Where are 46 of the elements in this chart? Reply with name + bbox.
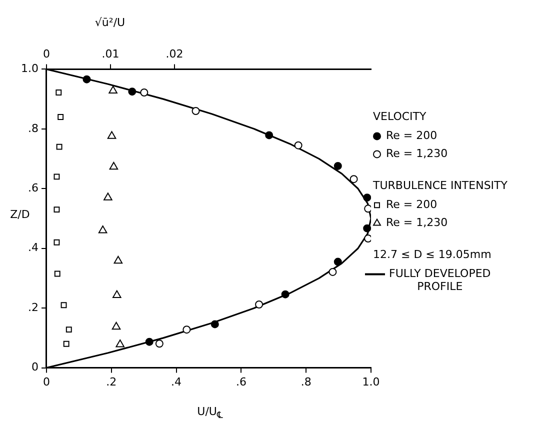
x2-axis-title: √ū²/U bbox=[94, 16, 126, 29]
text: VELOCITY bbox=[373, 110, 427, 124]
legend-label: Re = 1,230 bbox=[386, 147, 448, 160]
x-tick-label: 0 bbox=[42, 375, 50, 388]
y-tick-label: 1.0 bbox=[20, 62, 38, 76]
legend-label: Re = 200 bbox=[386, 198, 438, 212]
x-tick-label: 1.0 bbox=[362, 375, 380, 388]
y-tick-label: .4 bbox=[28, 241, 38, 254]
legend-label: Re = 200 bbox=[386, 129, 438, 142]
point bbox=[363, 224, 371, 232]
point bbox=[155, 340, 164, 348]
point bbox=[364, 204, 371, 213]
legend-label: FULLY DEVELOPED PROFILE bbox=[389, 267, 491, 294]
point bbox=[350, 175, 358, 184]
x-axis-title: U/U$_{℄}$ bbox=[197, 405, 223, 422]
point bbox=[255, 300, 264, 308]
y-tick-label: .8 bbox=[28, 122, 38, 135]
point bbox=[145, 338, 154, 346]
point bbox=[364, 234, 371, 243]
point bbox=[210, 320, 219, 328]
x2-tick-label: .01 bbox=[102, 47, 120, 60]
x2-tick-label: .02 bbox=[166, 47, 184, 60]
x-tick-label: .8 bbox=[300, 375, 312, 388]
x-tick-label: .4 bbox=[171, 375, 182, 388]
text: 12.7 ≤ D ≤ 19.05mm bbox=[373, 248, 492, 262]
point bbox=[128, 88, 136, 96]
point bbox=[192, 107, 200, 116]
y-tick-label: .2 bbox=[28, 300, 38, 314]
point bbox=[294, 141, 302, 150]
point bbox=[281, 290, 290, 298]
point bbox=[82, 75, 91, 84]
x-tick-label: .2 bbox=[106, 375, 117, 388]
x2-tick-label: 0 bbox=[42, 47, 50, 60]
legend-label: Re = 1,230 bbox=[386, 216, 448, 230]
y-axis-title: Z/D bbox=[10, 208, 30, 221]
y-tick-label: .6 bbox=[28, 182, 38, 194]
x-tick-label: .6 bbox=[236, 375, 246, 388]
point bbox=[363, 194, 371, 202]
point bbox=[328, 268, 337, 276]
y-tick-label: 0 bbox=[31, 360, 38, 374]
point bbox=[140, 88, 148, 96]
point bbox=[265, 131, 274, 140]
text: TURBULENCE INTENSITY bbox=[372, 179, 508, 192]
point bbox=[334, 258, 342, 266]
point bbox=[334, 162, 342, 170]
point bbox=[182, 326, 191, 334]
